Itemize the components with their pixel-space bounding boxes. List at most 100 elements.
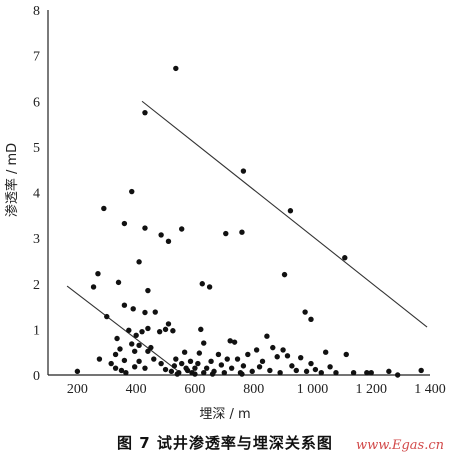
data-point xyxy=(118,367,125,374)
data-point xyxy=(264,333,270,339)
data-point xyxy=(121,357,128,364)
data-point xyxy=(112,351,119,358)
data-point xyxy=(228,365,235,371)
data-point xyxy=(158,232,164,238)
y-tick-label: 6 xyxy=(33,95,40,110)
data-point xyxy=(74,368,81,375)
data-point xyxy=(112,365,119,371)
data-point xyxy=(368,370,374,376)
data-point xyxy=(256,364,263,370)
data-point xyxy=(312,366,319,373)
data-point xyxy=(126,327,132,333)
data-point xyxy=(139,328,145,335)
data-point xyxy=(267,367,273,374)
data-point xyxy=(156,328,163,335)
data-point xyxy=(136,358,142,365)
data-point xyxy=(142,225,148,231)
trend-lines xyxy=(66,100,428,371)
y-tick-label: 2 xyxy=(33,278,40,293)
data-point xyxy=(201,340,207,346)
data-point xyxy=(165,238,172,245)
data-point xyxy=(181,349,188,355)
data-point xyxy=(90,284,97,290)
data-point xyxy=(386,368,392,375)
data-point xyxy=(114,335,120,342)
data-point xyxy=(121,302,128,308)
y-tick-label: 0 xyxy=(33,369,40,384)
data-point xyxy=(208,358,214,365)
data-point xyxy=(108,360,114,367)
data-point xyxy=(123,370,129,376)
data-point xyxy=(203,365,210,371)
data-point xyxy=(287,208,294,214)
y-tick-label: 5 xyxy=(33,141,40,156)
data-point xyxy=(209,371,216,377)
x-tick-label: 800 xyxy=(243,382,264,397)
data-point xyxy=(308,316,314,323)
data-point xyxy=(196,350,203,356)
data-point xyxy=(130,306,136,312)
data-point xyxy=(224,356,230,362)
data-point xyxy=(170,328,176,334)
data-point xyxy=(96,356,103,362)
x-axis-title: 埋深 / m xyxy=(199,407,250,422)
data-point xyxy=(133,332,139,339)
y-tick-label: 1 xyxy=(33,323,40,338)
x-tick-label: 200 xyxy=(67,382,88,397)
data-point xyxy=(129,341,135,347)
data-point xyxy=(240,363,247,369)
data-point xyxy=(259,358,266,365)
data-point xyxy=(274,354,280,360)
data-point xyxy=(206,284,213,290)
data-point xyxy=(158,360,164,367)
data-point xyxy=(281,271,288,278)
data-point xyxy=(234,356,241,362)
data-point xyxy=(179,226,185,232)
y-tick-label: 7 xyxy=(33,50,40,65)
data-point xyxy=(239,371,245,377)
data-point xyxy=(215,351,222,358)
data-point xyxy=(173,65,179,72)
data-point xyxy=(218,362,225,368)
data-point xyxy=(253,347,260,353)
data-point xyxy=(173,356,179,362)
data-point xyxy=(101,205,107,212)
data-point xyxy=(162,326,169,333)
data-points xyxy=(74,65,424,378)
x-tick-label: 1 400 xyxy=(414,382,446,397)
data-point xyxy=(270,344,276,351)
data-point xyxy=(350,370,357,376)
data-point xyxy=(142,109,148,116)
trend-line xyxy=(141,100,428,328)
data-point xyxy=(145,287,151,294)
data-point xyxy=(302,309,308,315)
y-tick-label: 3 xyxy=(33,232,40,247)
data-point xyxy=(231,339,238,345)
data-point xyxy=(293,367,299,374)
data-point xyxy=(131,364,138,370)
x-tick-label: 400 xyxy=(126,382,147,397)
data-point xyxy=(394,372,401,378)
data-point xyxy=(245,351,251,358)
data-point xyxy=(148,344,154,351)
data-point xyxy=(162,366,169,373)
data-point xyxy=(195,360,201,367)
figure-caption: 图 7 试井渗透率与埋深关系图 xyxy=(117,434,333,452)
data-point xyxy=(129,188,135,195)
data-point xyxy=(165,321,172,327)
data-point xyxy=(343,351,349,358)
data-point xyxy=(327,364,333,370)
data-point xyxy=(145,348,151,354)
data-point xyxy=(284,353,291,359)
data-point xyxy=(192,371,198,377)
data-point xyxy=(201,370,207,376)
data-point xyxy=(142,365,148,371)
data-point xyxy=(198,326,204,333)
data-point xyxy=(115,279,122,286)
data-point xyxy=(318,370,324,376)
data-point xyxy=(364,370,370,376)
data-point xyxy=(280,347,286,353)
data-point xyxy=(183,365,189,371)
axes xyxy=(47,10,430,376)
